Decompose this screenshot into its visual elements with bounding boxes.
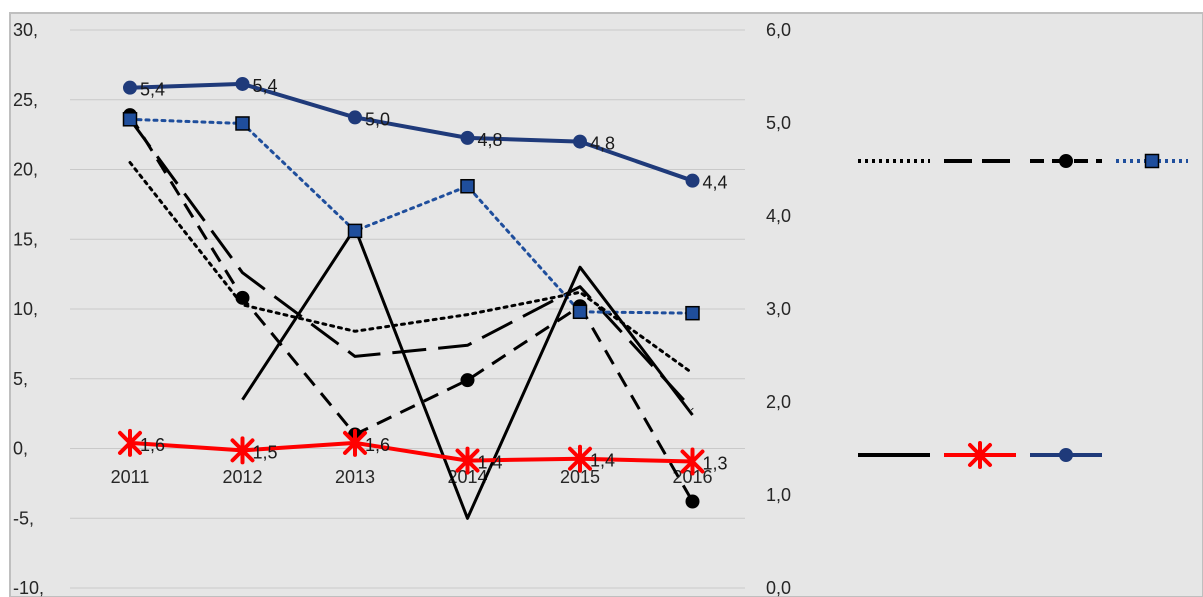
data-label-s6: 1,5	[253, 442, 278, 462]
marker-s7	[685, 173, 700, 188]
data-label-s6: 1,6	[140, 435, 165, 455]
marker-s7	[460, 130, 475, 145]
left-tick-label: 15,	[13, 229, 38, 249]
left-tick-label: 30,	[13, 20, 38, 40]
chart-area	[9, 12, 1203, 597]
legend-marker-s7	[1059, 448, 1073, 462]
marker-s6	[118, 428, 142, 457]
marker-s7	[123, 80, 137, 95]
gridlines	[70, 29, 745, 589]
data-label-s6: 1,4	[590, 451, 615, 471]
right-tick-label: 4,0	[766, 206, 791, 226]
data-label-s7: 5,4	[140, 80, 165, 100]
data-label-s6: 1,3	[703, 454, 728, 474]
marker-s4	[235, 116, 250, 131]
series-markers	[118, 76, 705, 509]
marker-s7	[235, 76, 250, 91]
right-tick-label: 5,0	[766, 113, 791, 133]
marker-s6	[568, 444, 592, 473]
series-line-s3	[128, 114, 694, 503]
marker-s4	[460, 178, 475, 194]
right-tick-label: 3,0	[766, 299, 791, 319]
marker-s4	[685, 305, 700, 321]
series-line-s6	[129, 440, 693, 464]
marker-s3	[235, 290, 250, 305]
data-label-s6: 1,6	[365, 435, 390, 455]
category-label: 2013	[335, 467, 375, 487]
data-label-s7: 5,4	[253, 76, 278, 96]
data-label-s7: 4,8	[478, 130, 503, 150]
marker-s6	[343, 428, 367, 457]
category-label: 2012	[222, 467, 262, 487]
series-lines	[128, 81, 694, 520]
marker-s7	[348, 110, 362, 125]
left-tick-label: 20,	[13, 160, 38, 180]
marker-s3	[685, 494, 700, 509]
series-line-s7	[129, 81, 694, 183]
data-label-s6: 1,4	[478, 453, 503, 473]
data-labels: 1,6 1,5 1,6 1,4 1,4 1,3 5,4 5,4 5,0 4,8 4,8 4,4	[140, 76, 728, 474]
marker-s6	[230, 436, 255, 465]
right-tick-label: 2,0	[766, 392, 791, 412]
marker-s6	[680, 447, 705, 476]
left-axis-ticks: 30, 25, 20, 15, 10, 5, 0, -5, -10,	[13, 20, 44, 597]
marker-s3	[460, 373, 475, 388]
right-tick-label: 6,0	[766, 20, 791, 40]
legend-marker-s4	[1144, 153, 1160, 169]
left-tick-label: -5,	[13, 508, 34, 528]
data-label-s7: 4,8	[590, 134, 615, 154]
data-label-s7: 5,0	[365, 109, 390, 129]
data-label-s7: 4,4	[703, 173, 728, 193]
left-tick-label: 10,	[13, 299, 38, 319]
category-label: 2011	[111, 467, 150, 487]
marker-s4	[347, 223, 363, 239]
left-tick-label: 0,	[13, 439, 28, 459]
series-line-s2	[128, 118, 694, 411]
series-line-s1	[128, 161, 694, 375]
right-tick-label: 1,0	[766, 485, 791, 505]
legend-marker-s6	[968, 441, 992, 469]
series-line-s4	[128, 117, 694, 315]
marker-s4	[122, 112, 138, 127]
marker-s7	[573, 134, 587, 149]
marker-s6	[455, 446, 480, 475]
category-label: 2015	[560, 467, 600, 487]
left-tick-label: -10,	[13, 578, 44, 597]
right-axis-ticks: 6,0 5,0 4,0 3,0 2,0 1,0 0,0	[766, 20, 791, 597]
left-tick-label: 25,	[13, 90, 38, 110]
marker-s4	[572, 304, 588, 320]
series-line-s5	[241, 226, 694, 520]
right-tick-label: 0,0	[766, 578, 791, 597]
left-tick-label: 5,	[13, 369, 28, 389]
legend	[858, 153, 1188, 469]
legend-marker-s3	[1059, 154, 1073, 168]
